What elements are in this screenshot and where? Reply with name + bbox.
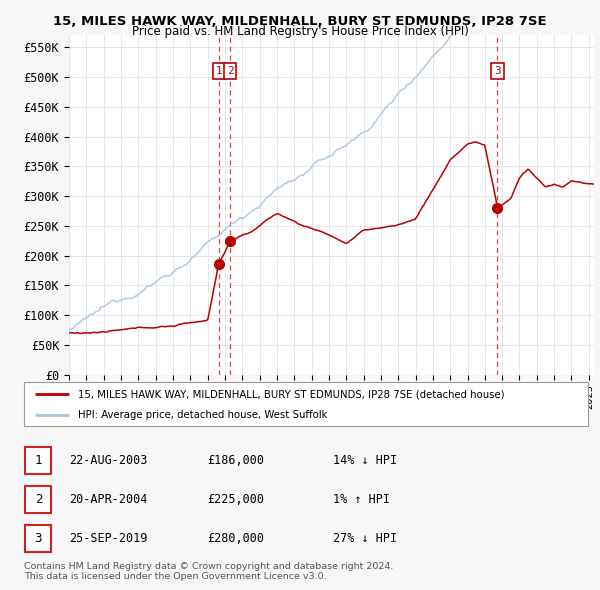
- Text: HPI: Average price, detached house, West Suffolk: HPI: Average price, detached house, West…: [77, 410, 327, 420]
- Bar: [25, 525, 52, 552]
- Text: 22-AUG-2003: 22-AUG-2003: [69, 454, 148, 467]
- Text: 3: 3: [35, 532, 42, 545]
- Bar: [25, 486, 52, 513]
- Text: £186,000: £186,000: [207, 454, 264, 467]
- Text: 27% ↓ HPI: 27% ↓ HPI: [333, 532, 397, 545]
- Text: 1% ↑ HPI: 1% ↑ HPI: [333, 493, 390, 506]
- Text: 14% ↓ HPI: 14% ↓ HPI: [333, 454, 397, 467]
- Text: Contains HM Land Registry data © Crown copyright and database right 2024.
This d: Contains HM Land Registry data © Crown c…: [24, 562, 394, 581]
- Text: 25-SEP-2019: 25-SEP-2019: [69, 532, 148, 545]
- Text: 2: 2: [35, 493, 42, 506]
- Text: 1: 1: [215, 66, 222, 76]
- Text: 20-APR-2004: 20-APR-2004: [69, 493, 148, 506]
- Text: Price paid vs. HM Land Registry's House Price Index (HPI): Price paid vs. HM Land Registry's House …: [131, 25, 469, 38]
- Text: 2: 2: [227, 66, 233, 76]
- Text: 3: 3: [494, 66, 501, 76]
- Text: £225,000: £225,000: [207, 493, 264, 506]
- Text: 1: 1: [35, 454, 42, 467]
- Text: 15, MILES HAWK WAY, MILDENHALL, BURY ST EDMUNDS, IP28 7SE: 15, MILES HAWK WAY, MILDENHALL, BURY ST …: [53, 15, 547, 28]
- Text: £280,000: £280,000: [207, 532, 264, 545]
- Bar: [25, 447, 52, 474]
- Text: 15, MILES HAWK WAY, MILDENHALL, BURY ST EDMUNDS, IP28 7SE (detached house): 15, MILES HAWK WAY, MILDENHALL, BURY ST …: [77, 389, 504, 399]
